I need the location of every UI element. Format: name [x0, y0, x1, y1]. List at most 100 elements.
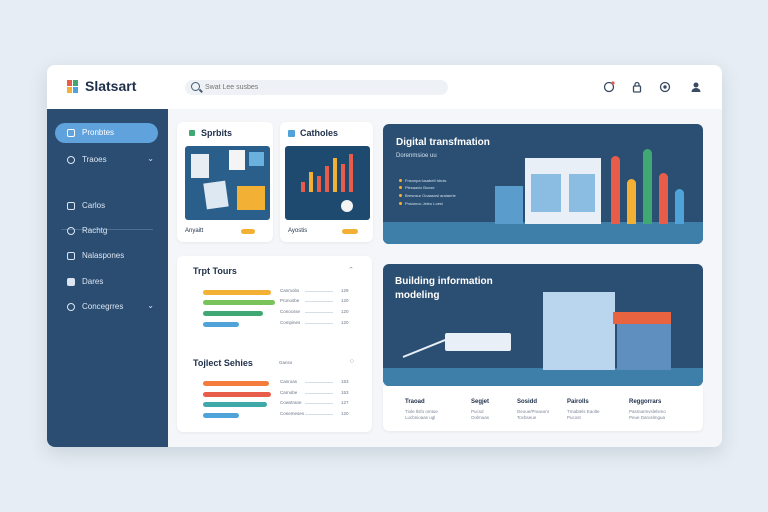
dashboard-icon [67, 129, 75, 137]
series-track [305, 414, 333, 415]
series-meta: Ganso [279, 360, 293, 365]
top-bar: Slatsart [47, 65, 722, 109]
tour-label: Compines [280, 320, 301, 325]
series-value: 120 [341, 411, 349, 416]
chat-icon [67, 252, 75, 260]
tour-track [305, 312, 333, 313]
user-avatar-icon[interactable] [690, 81, 702, 93]
sidebar-item-label: Traoes [82, 155, 107, 164]
series-label: Cowstrane [280, 400, 302, 405]
series-label: Conemeses [280, 411, 305, 416]
sidebar-item-carlos[interactable]: Carlos [55, 196, 158, 216]
legend-item: Fnsonpa lusabetl tdruis [399, 178, 446, 183]
sidebar-item-label: Dares [82, 277, 104, 286]
tour-bar [203, 290, 271, 295]
chevron-down-icon: ⌄ [147, 301, 154, 310]
digital-transformation-panel[interactable]: Digital transfmation Dorenmsioe uu Fnson… [383, 124, 703, 244]
calendar-thumbnail [285, 146, 370, 220]
sprint-progress [241, 229, 255, 234]
sprint-icon [189, 130, 195, 136]
panel-title: Digital transfmation [396, 137, 490, 148]
card-caption: Anyaitt [185, 228, 204, 234]
home-icon [67, 202, 75, 210]
section-title: Tojlect Sehies [193, 358, 253, 368]
house-roof [613, 312, 671, 324]
tour-label: Canmobs [280, 288, 300, 293]
sprints-card[interactable]: Sprbits Anyaitt [177, 122, 273, 242]
sidebar-item-label: Nalaspones [82, 251, 125, 260]
sidebar-item-dares[interactable]: Dares [55, 272, 158, 292]
ground [383, 368, 703, 386]
info-icon[interactable]: ○ [349, 358, 354, 365]
tour-value: 120 [341, 309, 349, 314]
chart-bar [611, 156, 620, 224]
bim-column: Sosidd Deoue/Pnuwonr Tocbseue [517, 399, 550, 420]
series-bar [203, 413, 239, 418]
series-track [305, 393, 333, 394]
sidebar-item-traoes[interactable]: Traoes ⌄ [55, 150, 158, 170]
series-bar [203, 381, 269, 386]
legend-item: Plesaaclz Boose [399, 185, 435, 190]
tour-label: Pronosbe [280, 298, 300, 303]
calendar-card[interactable]: Catholes Ayostis [280, 122, 373, 242]
series-track [305, 403, 333, 404]
bridge-building [445, 333, 511, 351]
bim-column: Segjet Pucsd Oolmuas [471, 399, 490, 420]
tour-bar [203, 300, 275, 305]
building-main [525, 158, 601, 224]
bim-column: Reggorrars Pasmarmvslelsmo Peue Daroslmgua [629, 399, 666, 420]
legend-item: Pnsionoc Jeleu Loesl [399, 201, 443, 206]
series-value: 153 [341, 379, 349, 384]
ground [383, 222, 703, 244]
bim-info-card [383, 386, 703, 431]
series-value: 153 [341, 390, 349, 395]
series-value: 127 [341, 400, 349, 405]
card-title: Sprbits [201, 128, 233, 138]
search-bar[interactable] [185, 80, 448, 95]
search-icon [67, 156, 75, 164]
chart-bar [659, 173, 668, 224]
expand-icon[interactable]: ⌃ [348, 267, 354, 274]
tour-track [305, 291, 333, 292]
app-window: Slatsart Pronbtes Traoes ⌄ Carlos Rachtg [47, 65, 722, 447]
tour-value: 129 [341, 288, 349, 293]
sidebar-item-rachtg[interactable]: Rachtg [55, 221, 158, 241]
series-bar [203, 402, 267, 407]
tour-value: 120 [341, 320, 349, 325]
series-label: Canroas [280, 379, 298, 384]
bim-column: Traoad Tiole tlsfo omtue Lucbnioaas ugl [405, 399, 438, 420]
calendar-icon [288, 130, 295, 137]
tour-bar [203, 322, 239, 327]
search-icon [191, 82, 200, 91]
sidebar-item-label: Concegrres [82, 302, 124, 311]
bell-icon[interactable] [603, 81, 615, 93]
sidebar-item-label: Carlos [82, 201, 106, 210]
sidebar-item-nalaspones[interactable]: Nalaspones [55, 246, 158, 266]
tour-value: 120 [341, 298, 349, 303]
app-title: Slatsart [85, 78, 137, 94]
search-input[interactable] [205, 80, 435, 95]
sidebar-item-concegrres[interactable]: Concegrres ⌄ [55, 297, 158, 317]
chart-bar [643, 149, 652, 224]
lock-icon[interactable] [631, 81, 643, 93]
tours-card: Trpt Tours ⌃ Canmobs 129 Pronosbe 120 Co… [177, 256, 372, 432]
house [617, 322, 671, 370]
card-title: Trpt Tours [193, 266, 237, 276]
clock-icon [67, 303, 75, 311]
settings-icon[interactable] [659, 81, 671, 93]
series-label: Carnobe [280, 390, 298, 395]
series-track [305, 382, 333, 383]
sidebar-divider [61, 229, 153, 230]
bim-panel[interactable]: Building information modeling [383, 264, 703, 386]
building-small [495, 186, 523, 224]
sidebar-item-label: Rachtg [82, 226, 108, 235]
chart-bar [675, 189, 684, 224]
tour-bar [203, 311, 263, 316]
chevron-down-icon: ⌄ [147, 154, 154, 163]
bim-column: Pairolls Tmabtels Eaolte Pucost [567, 399, 600, 420]
card-title: Catholes [300, 128, 339, 138]
app-logo-icon [67, 80, 79, 94]
sidebar-item-pronbtes[interactable]: Pronbtes [55, 123, 158, 143]
card-caption: Ayostis [288, 228, 308, 234]
series-bar [203, 392, 271, 397]
